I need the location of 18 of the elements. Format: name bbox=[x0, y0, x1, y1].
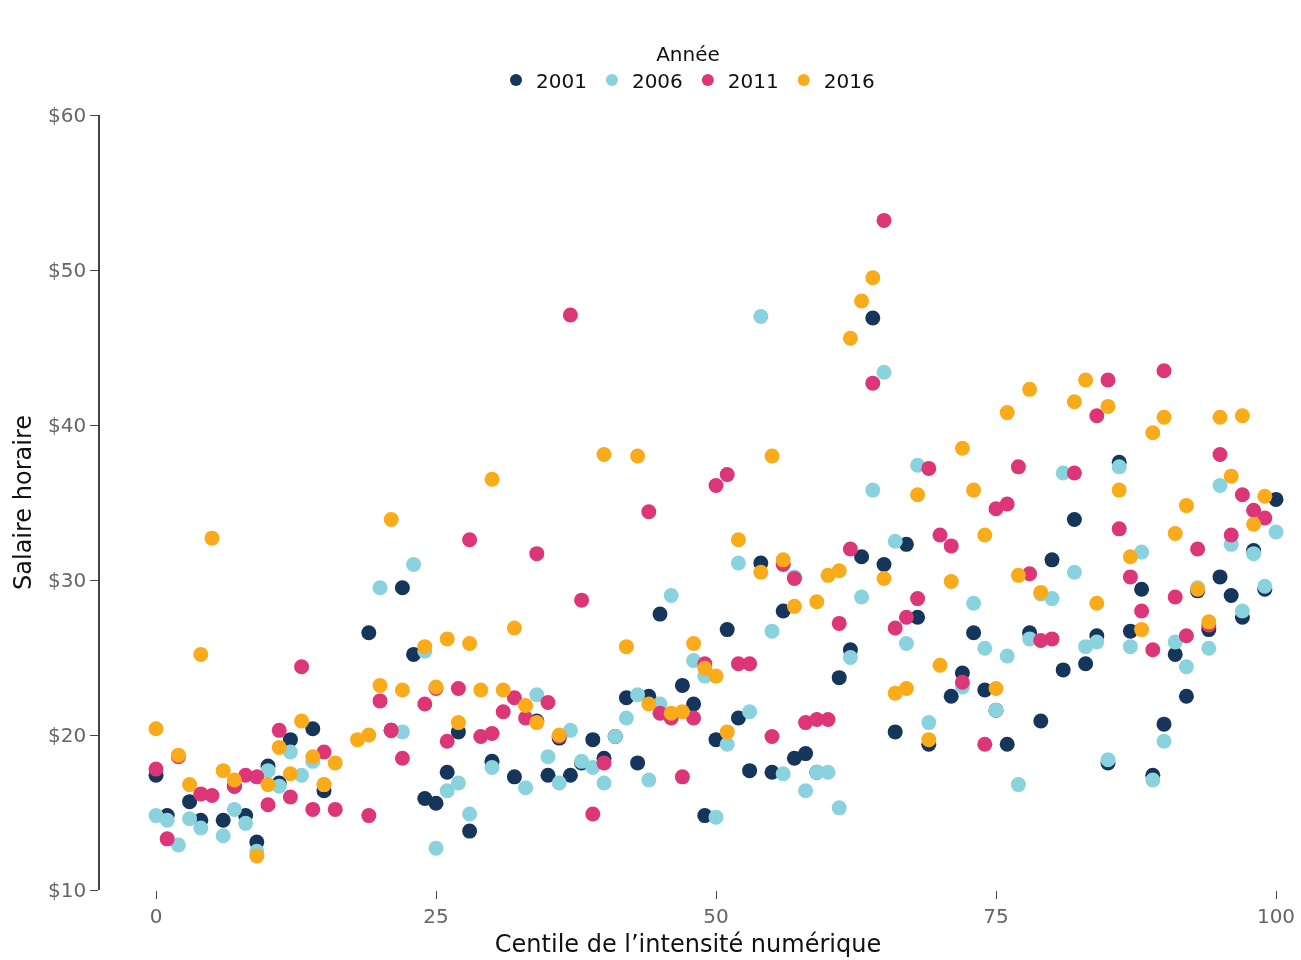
x-tick-label: 100 bbox=[1256, 904, 1296, 928]
x-axis-title: Centile de l’intensité numérique bbox=[494, 930, 882, 959]
legend-label: 2006 bbox=[631, 68, 683, 93]
legend-label: 2016 bbox=[823, 68, 875, 93]
legend-label: 2011 bbox=[727, 68, 779, 93]
y-tick-label: $10 bbox=[48, 878, 87, 902]
x-tick-label: 50 bbox=[703, 904, 729, 928]
legend-title: Année bbox=[656, 41, 720, 66]
legend-label: 2001 bbox=[536, 68, 587, 93]
y-axis-title: Salaire horaire bbox=[8, 415, 37, 590]
x-tick-label: 25 bbox=[423, 904, 449, 928]
y-tick-label: $30 bbox=[48, 568, 87, 592]
x-tick-label: 75 bbox=[983, 904, 1009, 928]
x-tick-label: 0 bbox=[149, 904, 163, 928]
y-tick-label: $20 bbox=[48, 723, 87, 747]
y-tick-label: $50 bbox=[48, 258, 87, 282]
y-tick-label: $60 bbox=[48, 103, 87, 127]
y-tick-label: $40 bbox=[48, 413, 87, 437]
